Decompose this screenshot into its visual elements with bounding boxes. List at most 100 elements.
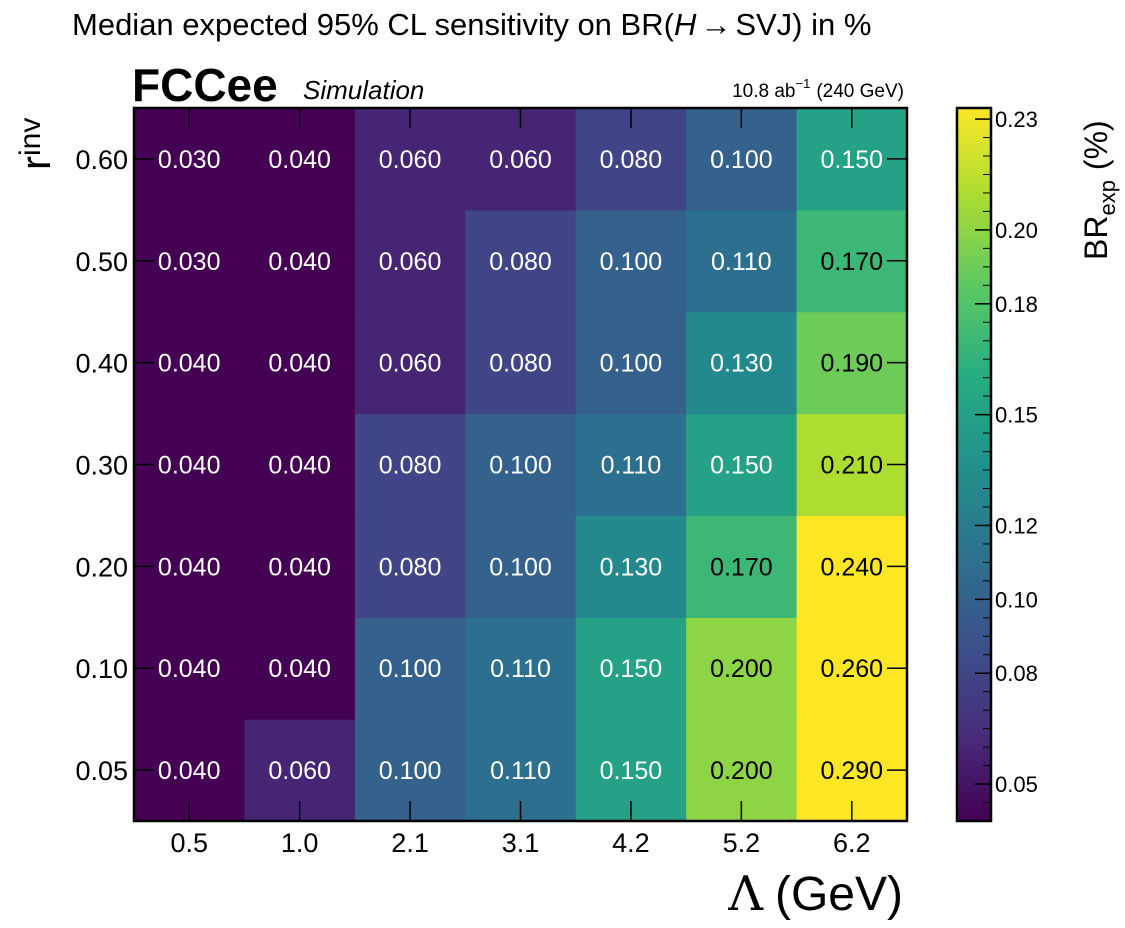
heatmap-cell bbox=[686, 515, 798, 618]
heatmap-cell-label: 0.040 bbox=[158, 655, 221, 683]
heatmap-cell-label: 0.110 bbox=[490, 655, 551, 683]
heatmap-cell-labels: 0.040 0.060 0.100 0.110 0.150 0.200 0.290 0.040… bbox=[158, 146, 883, 785]
colorbar bbox=[957, 108, 991, 821]
heatmap-cell-label: 0.060 bbox=[268, 757, 331, 785]
heatmap-cell bbox=[354, 515, 466, 618]
heatmap-cell-label: 0.260 bbox=[821, 655, 884, 683]
heatmap-cell-label: 0.040 bbox=[158, 350, 221, 378]
x-tick-label: 0.5 bbox=[170, 828, 208, 858]
colorbar-tick-label: 0.20 bbox=[995, 218, 1038, 243]
x-tick-label: 4.2 bbox=[612, 828, 650, 858]
heatmap-cell bbox=[244, 617, 356, 720]
colorbar-tick-label: 0.08 bbox=[995, 661, 1038, 686]
heatmap-cell-label: 0.200 bbox=[710, 757, 773, 785]
heatmap-cell-label: 0.060 bbox=[379, 248, 442, 276]
heatmap-cell bbox=[465, 413, 577, 517]
heatmap-cell-label: 0.080 bbox=[489, 350, 552, 378]
heatmap-cell-label: 0.110 bbox=[490, 757, 551, 785]
chart-title: Median expected 95% CL sensitivity on BR… bbox=[72, 7, 871, 42]
heatmap-cell-label: 0.100 bbox=[600, 248, 663, 276]
heatmap-cell-label: 0.040 bbox=[158, 757, 221, 785]
heatmap-cell bbox=[354, 311, 466, 415]
y-tick-label: 0.60 bbox=[75, 145, 128, 175]
heatmap-cell-label: 0.100 bbox=[489, 553, 552, 581]
heatmap-cell-label: 0.080 bbox=[489, 248, 552, 276]
heatmap-cell-label: 0.040 bbox=[268, 655, 331, 683]
heatmap-cell bbox=[244, 209, 356, 313]
heatmap-cell bbox=[354, 617, 466, 720]
heatmap-cell-label: 0.040 bbox=[268, 553, 331, 581]
heatmap-cell bbox=[465, 209, 577, 313]
experiment-tag: Simulation bbox=[303, 75, 424, 105]
y-axis-tick-labels: 0.05 0.10 0.20 0.30 0.40 0.50 0.60 bbox=[75, 145, 128, 786]
heatmap-cell-label: 0.030 bbox=[158, 146, 221, 174]
heatmap-cell-label: 0.190 bbox=[821, 350, 884, 378]
heatmap-cell-label: 0.040 bbox=[158, 452, 221, 480]
heatmap-cell bbox=[575, 515, 687, 618]
colorbar-label: BRexp(%) bbox=[1078, 120, 1120, 260]
heatmap-cell bbox=[575, 209, 687, 313]
colorbar-tick-label: 0.18 bbox=[995, 292, 1038, 317]
colorbar-tick-labels: 0.05 0.08 0.10 0.12 0.15 0.18 0.20 0.23 bbox=[995, 107, 1038, 797]
y-tick-label: 0.30 bbox=[75, 451, 128, 481]
heatmap-cell-label: 0.130 bbox=[600, 553, 663, 581]
heatmap-cell bbox=[575, 413, 687, 517]
heatmap-cell-label: 0.200 bbox=[710, 655, 773, 683]
heatmap-cell-label: 0.100 bbox=[379, 655, 442, 683]
heatmap-cell bbox=[686, 209, 798, 313]
colorbar-tick-label: 0.23 bbox=[995, 107, 1038, 132]
heatmap-cell-label: 0.210 bbox=[821, 452, 884, 480]
y-tick-label: 0.05 bbox=[75, 756, 128, 786]
colorbar-ticks bbox=[975, 118, 991, 804]
heatmap-cell bbox=[354, 413, 466, 517]
x-axis-tick-labels: 0.5 1.0 2.1 3.1 4.2 5.2 6.2 bbox=[170, 828, 870, 858]
heatmap-cell bbox=[354, 209, 466, 313]
heatmap-cell bbox=[686, 617, 798, 720]
colorbar-tick-label: 0.10 bbox=[995, 587, 1038, 612]
heatmap-cell-label: 0.100 bbox=[710, 146, 773, 174]
heatmap-cell-label: 0.040 bbox=[268, 350, 331, 378]
heatmap-cell-label: 0.110 bbox=[711, 248, 772, 276]
heatmap-cell-label: 0.080 bbox=[379, 553, 442, 581]
heatmap-cell bbox=[244, 515, 356, 618]
heatmap-cell-label: 0.290 bbox=[821, 757, 884, 785]
axis-ticks bbox=[134, 108, 907, 821]
heatmap-cell bbox=[575, 311, 687, 415]
heatmap-cell-label: 0.170 bbox=[821, 248, 884, 276]
heatmap-cell-label: 0.030 bbox=[158, 248, 221, 276]
heatmap-cell-label: 0.080 bbox=[600, 146, 663, 174]
y-tick-label: 0.20 bbox=[75, 552, 128, 582]
heatmap-cell-label: 0.100 bbox=[600, 350, 663, 378]
luminosity-label: 10.8 ab−1 (240 GeV) bbox=[732, 76, 904, 102]
y-tick-label: 0.50 bbox=[75, 247, 128, 277]
heatmap-cell-label: 0.100 bbox=[489, 452, 552, 480]
heatmap-cell-label: 0.060 bbox=[379, 146, 442, 174]
experiment-label: FCCee bbox=[132, 59, 278, 111]
heatmap-cell-label: 0.150 bbox=[821, 146, 884, 174]
heatmap-cell-label: 0.130 bbox=[710, 350, 773, 378]
x-tick-label: 5.2 bbox=[723, 828, 761, 858]
heatmap-cell-label: 0.110 bbox=[601, 452, 662, 480]
colorbar-tick-label: 0.12 bbox=[995, 513, 1038, 538]
colorbar-frame bbox=[955, 106, 993, 823]
heatmap-cell-label: 0.150 bbox=[600, 655, 663, 683]
x-tick-label: 1.0 bbox=[281, 828, 319, 858]
x-axis-label: Λ (GeV) bbox=[727, 866, 903, 922]
heatmap-cell-label: 0.060 bbox=[379, 350, 442, 378]
heatmap-cell bbox=[686, 311, 798, 415]
heatmap-cell-label: 0.040 bbox=[268, 452, 331, 480]
heatmap-cell-label: 0.040 bbox=[158, 553, 221, 581]
heatmap-cell-label: 0.080 bbox=[379, 452, 442, 480]
heatmap-cell-label: 0.150 bbox=[600, 757, 663, 785]
heatmap-cell-label: 0.240 bbox=[821, 553, 884, 581]
x-tick-label: 2.1 bbox=[391, 828, 429, 858]
heatmap-cell-label: 0.170 bbox=[710, 553, 773, 581]
heatmap-cell bbox=[575, 617, 687, 720]
heatmap-cell bbox=[465, 617, 577, 720]
colorbar-tick-label: 0.05 bbox=[995, 772, 1038, 797]
x-tick-label: 6.2 bbox=[833, 828, 871, 858]
y-axis-label: rinv bbox=[12, 118, 59, 170]
colorbar-tick-label: 0.15 bbox=[995, 403, 1038, 428]
heatmap-cell-label: 0.100 bbox=[379, 757, 442, 785]
heatmap-cell bbox=[465, 515, 577, 618]
